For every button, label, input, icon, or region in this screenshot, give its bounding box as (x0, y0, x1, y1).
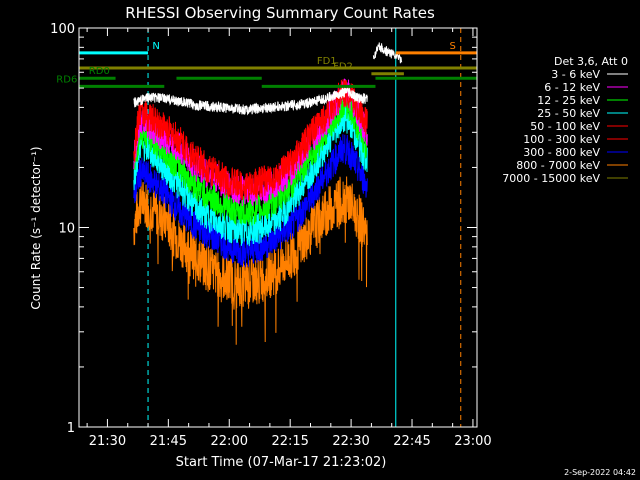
flag-label-rd6: RD6 (56, 74, 77, 85)
y-tick-label: 100 (50, 22, 75, 37)
legend-label: 25 - 50 keV (537, 107, 600, 120)
series-line-6 (133, 134, 368, 268)
y-axis-label: Count Rate (s⁻¹ detector⁻¹) (29, 146, 43, 309)
footer-timestamp: 2-Sep-2022 04:42 (564, 468, 636, 477)
series-line-0 (133, 85, 368, 116)
flag-label-s: S (449, 41, 455, 52)
x-tick-label: 22:30 (332, 434, 369, 449)
chart-title: RHESSI Observing Summary Count Rates (125, 4, 435, 22)
legend-label: 7000 - 15000 keV (502, 172, 600, 185)
series-line-5 (133, 79, 368, 201)
x-tick-label: 23:00 (454, 434, 491, 449)
legend-label: 100 - 300 keV (523, 133, 600, 146)
x-axis-label: Start Time (07-Mar-17 21:23:02) (176, 455, 387, 470)
legend-label: 300 - 800 keV (523, 146, 600, 159)
legend-label: 50 - 100 keV (530, 120, 600, 133)
x-tick-label: 22:45 (393, 434, 430, 449)
flag-label-fd2: FD2 (333, 62, 353, 73)
x-tick-label: 21:30 (89, 434, 126, 449)
legend-label: 6 - 12 keV (544, 81, 600, 94)
x-tick-label: 21:45 (150, 434, 187, 449)
y-tick-label: 10 (58, 222, 75, 237)
series-line-7 (133, 176, 368, 345)
flag-label-fd1: FD1 (317, 56, 337, 67)
flag-label-n: N (152, 41, 159, 52)
x-tick-label: 22:15 (271, 434, 308, 449)
legend-title: Det 3,6, Att 0 (554, 55, 628, 68)
x-tick-label: 22:00 (211, 434, 248, 449)
legend-label: 3 - 6 keV (551, 68, 600, 81)
legend-label: 800 - 7000 keV (516, 159, 600, 172)
flag-label-rd0: RD0 (89, 66, 110, 77)
legend-label: 12 - 25 keV (537, 94, 600, 107)
y-tick-label: 1 (67, 421, 75, 436)
